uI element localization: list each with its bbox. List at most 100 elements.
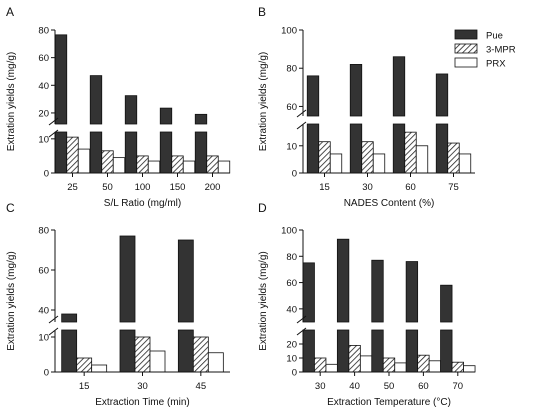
bar-prx-60 (428, 360, 442, 373)
legend-item-pue: Pue (454, 29, 503, 42)
bar-pue-15 (61, 313, 78, 373)
bar-pue-50 (371, 259, 384, 373)
bar-pue-200 (194, 113, 208, 174)
bar-prx-45-lower (207, 352, 224, 373)
bar-pue-150-lower (159, 131, 173, 174)
bar-pue-40-upper (336, 238, 350, 323)
bar-3mpr-15 (76, 357, 93, 373)
bar-prx-70-lower (463, 365, 476, 373)
bar-3mpr-60-lower (417, 354, 430, 373)
panel-letter: A (6, 5, 14, 19)
bar-pue-15-lower (306, 123, 320, 174)
bar-pue-150 (159, 107, 173, 174)
bar-3mpr-15-lower (76, 357, 93, 373)
bar-prx-50-lower (394, 362, 407, 373)
bar-3mpr-60-lower (404, 131, 417, 174)
x-tick-label-30: 30 (137, 381, 148, 392)
bar-pue-50-lower (89, 131, 103, 174)
x-axis-title: Extraction Time (min) (95, 397, 189, 408)
bar-pue-25 (54, 34, 68, 174)
legend-item-prx: PRX (454, 57, 506, 70)
bar-prx-60-lower (428, 360, 442, 373)
y-tick-label-10: 10 (286, 354, 297, 365)
bar-prx-50-lower (112, 157, 126, 174)
bar-pue-40-lower (336, 329, 350, 373)
bar-pue-60-upper (405, 261, 419, 323)
bar-prx-30 (372, 153, 386, 174)
bar-prx-200-lower (217, 160, 231, 174)
y-axis-title: Extration yields (mg/g) (258, 52, 269, 151)
bar-prx-60 (415, 145, 429, 174)
y-tick-label-100: 100 (281, 26, 297, 37)
legend-label-3mpr: 3-MPR (486, 45, 516, 56)
bar-prx-60-lower (415, 145, 429, 174)
bar-pue-60 (405, 261, 419, 373)
bar-pue-30-upper (302, 262, 315, 323)
bar-pue-25-lower (54, 131, 68, 174)
bar-prx-15 (91, 364, 108, 373)
bar-pue-30-lower (349, 123, 363, 174)
panel-a: A 25 50 100 150 200 0 10 20 40 60 80 S/L Ratio (mg/m… (6, 5, 231, 209)
bar-pue-15-lower (61, 329, 78, 373)
bar-pue-40 (336, 238, 350, 373)
bar-pue-75-lower (435, 123, 449, 174)
y-axis-title: Extration yields (mg/g) (258, 251, 269, 350)
bar-pue-70 (440, 284, 453, 373)
y-tick-label-80: 80 (286, 252, 297, 263)
bar-prx-15-lower (91, 364, 108, 373)
legend-swatch-prx (454, 57, 478, 68)
y-tick-label-80: 80 (286, 64, 297, 75)
bar-pue-50-upper (89, 75, 103, 125)
bar-pue-50-upper (371, 259, 384, 323)
bar-3mpr-150-lower (171, 155, 184, 174)
bar-pue-30-lower (119, 329, 136, 373)
y-tick-label-80: 80 (38, 26, 49, 37)
bar-prx-40-lower (359, 355, 373, 373)
break-mark-upper (48, 117, 59, 126)
bar-prx-25-lower (77, 148, 91, 174)
bar-pue-50 (89, 75, 103, 174)
x-tick-label-150: 150 (170, 182, 186, 193)
x-tick-label-15: 15 (79, 381, 90, 392)
x-tick-label-45: 45 (196, 381, 207, 392)
break-mark-lower (48, 129, 59, 138)
y-tick-label-40: 40 (286, 304, 297, 315)
bar-prx-15-lower (329, 153, 343, 174)
bar-3mpr-60 (404, 131, 417, 174)
bar-pue-200-upper (194, 113, 208, 125)
y-tick-label-60: 60 (286, 102, 297, 113)
panel-letter: B (258, 5, 266, 19)
bar-3mpr-70 (451, 361, 464, 373)
y-tick-label-20: 20 (38, 108, 49, 119)
x-tick-label-40: 40 (349, 381, 360, 392)
bar-pue-60-upper (392, 56, 406, 117)
bar-pue-200-lower (194, 131, 208, 174)
bar-3mpr-30 (361, 141, 374, 174)
bar-prx-75 (458, 153, 472, 174)
bar-pue-15-upper (61, 313, 78, 323)
x-axis-title: S/L Ratio (mg/ml) (104, 198, 181, 209)
bar-prx-30-lower (325, 363, 338, 373)
bar-3mpr-25 (66, 136, 79, 174)
x-tick-label-70: 70 (453, 381, 464, 392)
y-tick-label-60: 60 (38, 266, 49, 277)
bar-prx-30-lower (372, 153, 386, 174)
bar-pue-30-upper (119, 235, 136, 323)
bar-prx-75-lower (458, 153, 472, 174)
bar-prx-45 (207, 352, 224, 373)
bar-pue-60-lower (405, 329, 419, 373)
axis-break (296, 109, 307, 130)
bar-pue-15 (306, 75, 320, 174)
y-tick-label-10: 10 (286, 141, 297, 152)
break-mark-upper (48, 315, 59, 324)
x-axis-title: Extraction Temperature (°C) (327, 397, 451, 408)
axis-break (296, 315, 307, 336)
bar-3mpr-50 (382, 357, 396, 373)
bar-3mpr-200-lower (206, 155, 219, 174)
bar-3mpr-100-lower (136, 155, 149, 174)
bar-prx-100-lower (147, 160, 161, 174)
break-mark-lower (296, 121, 307, 130)
panel-letter: C (6, 201, 15, 215)
break-mark-lower (296, 327, 307, 336)
bar-pue-60 (392, 56, 406, 174)
